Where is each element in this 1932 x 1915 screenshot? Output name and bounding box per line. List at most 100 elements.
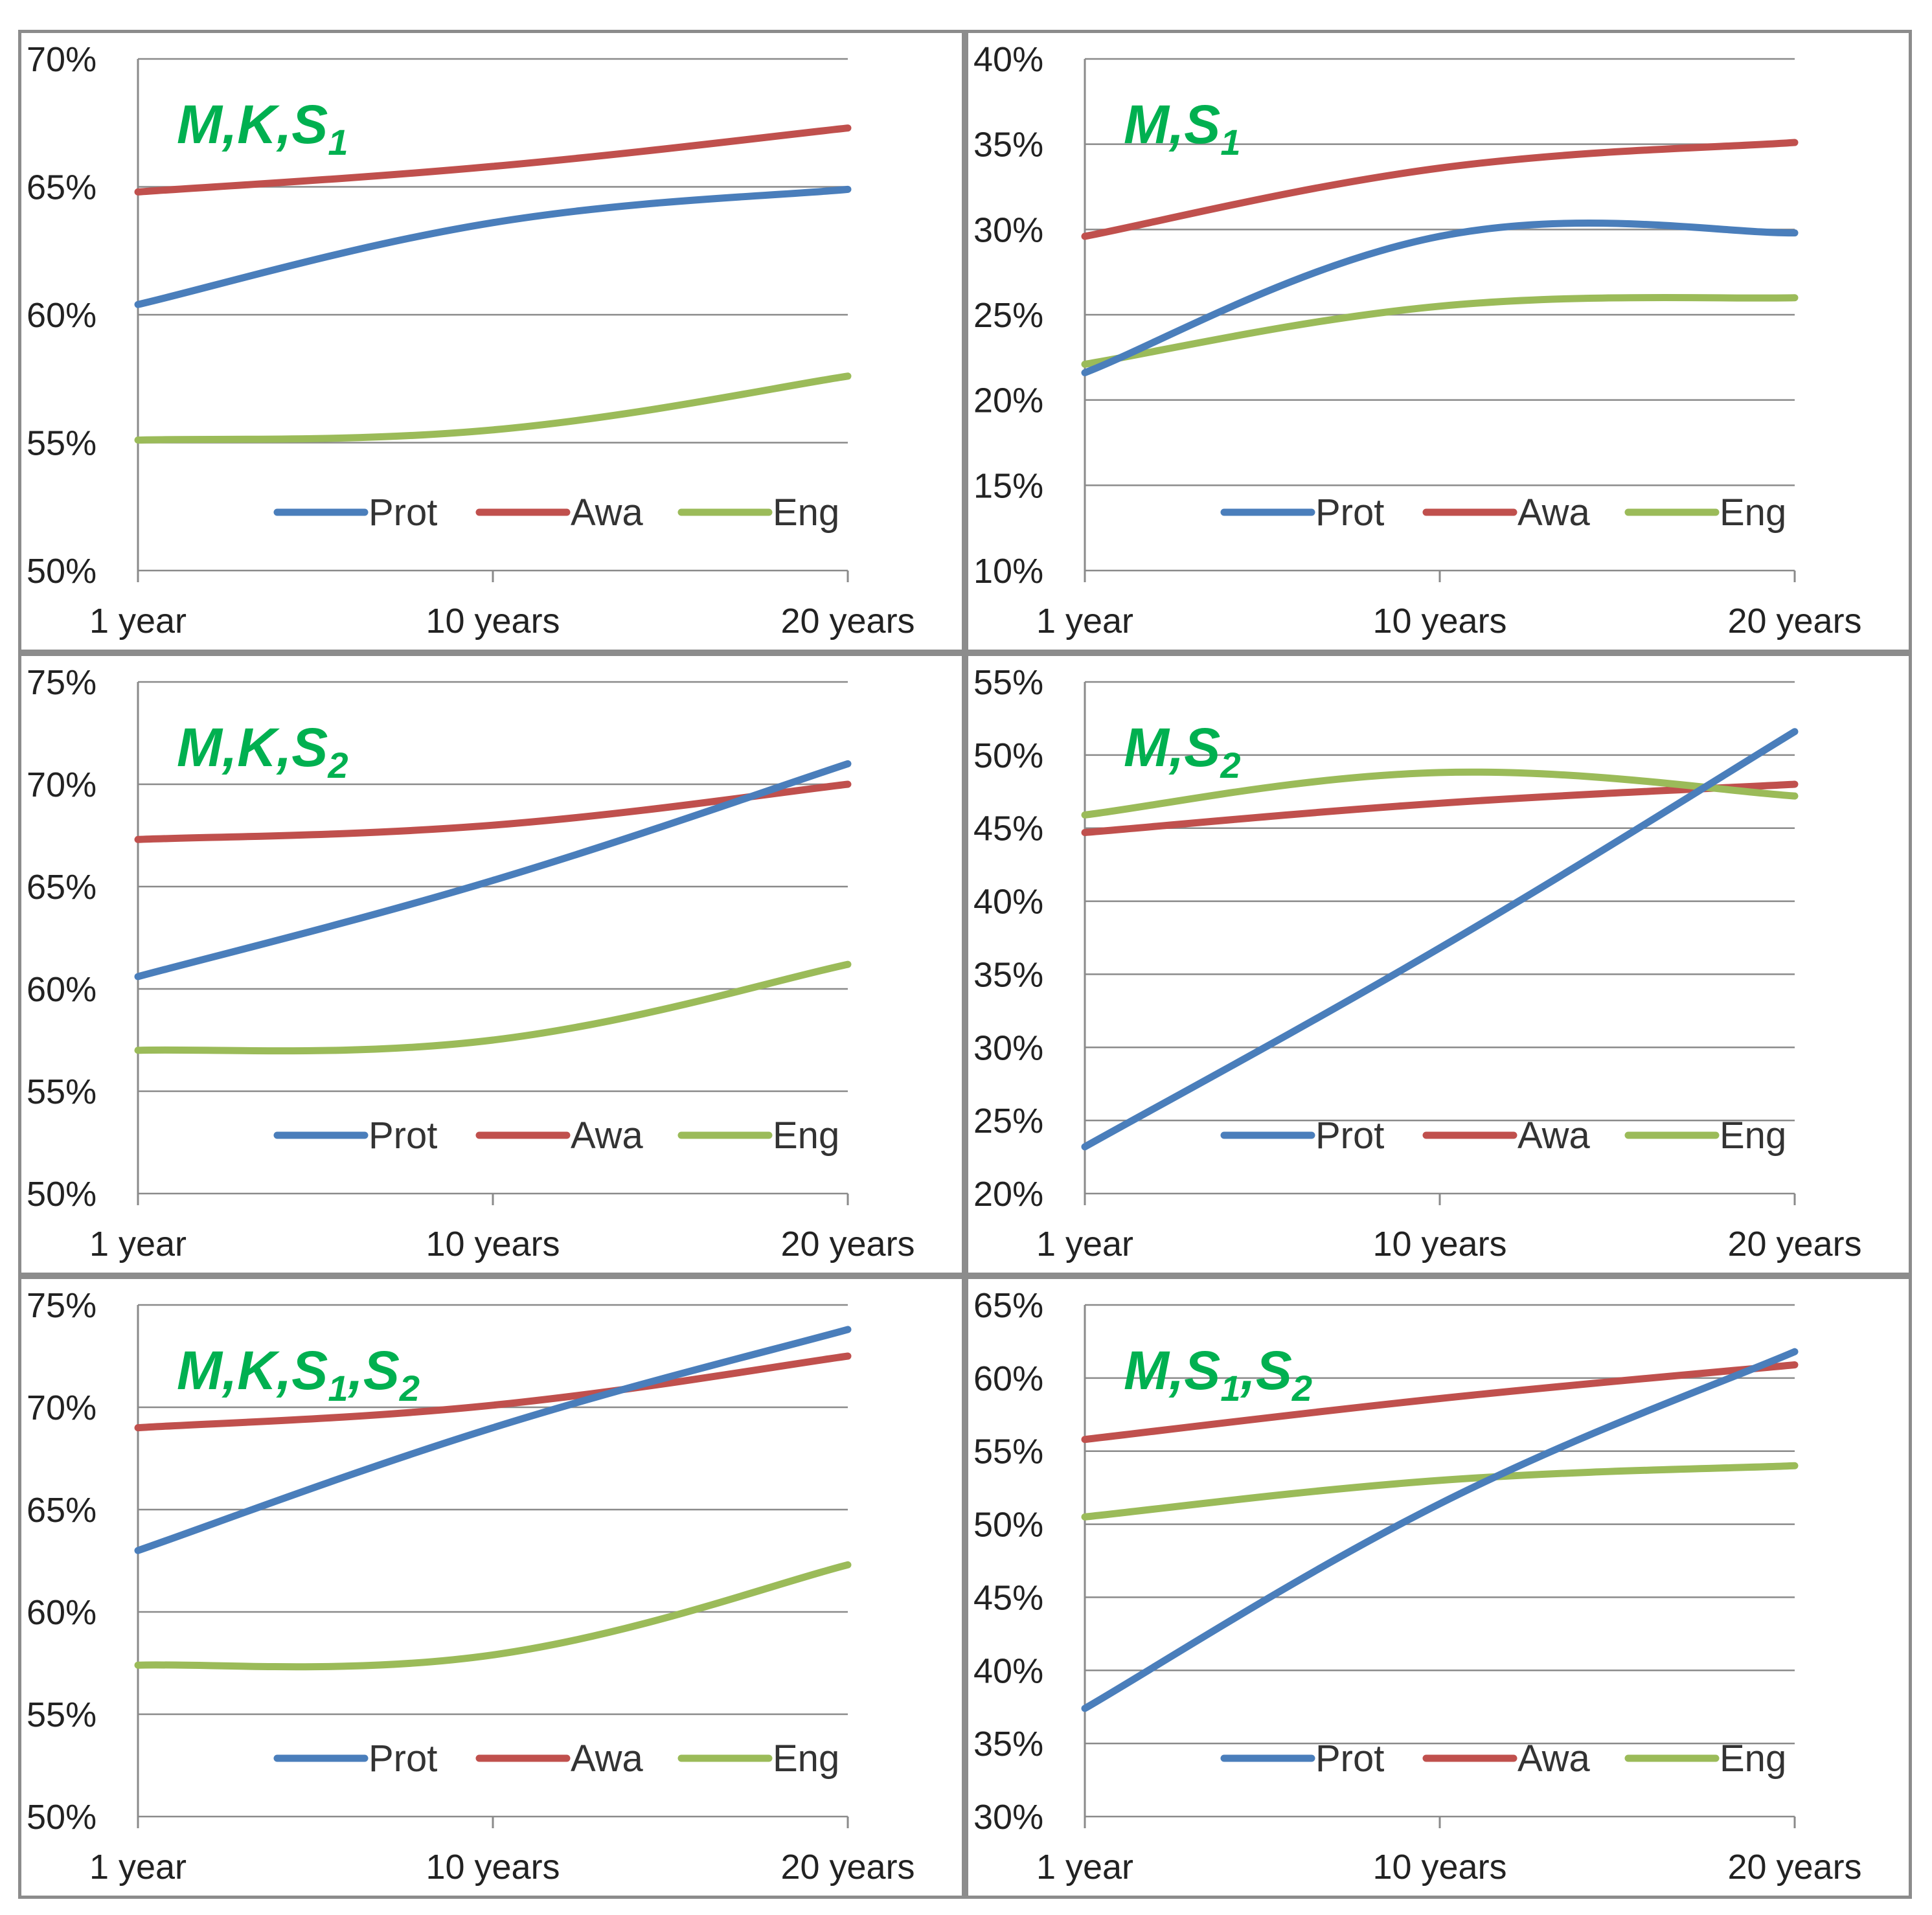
chart-panel: 50% 55% 60% 65% 70% 75% 1 year 10 years 20 years…	[18, 653, 965, 1276]
x-tick-label: 10 years	[1372, 1225, 1506, 1263]
x-tick-label: 20 years	[780, 1225, 915, 1263]
line-chart: 10% 15% 20% 25% 30% 35% 40% 1 year 10 years 20 ye…	[973, 40, 1862, 640]
x-tick-label: 10 years	[426, 602, 560, 640]
legend-label-eng: Eng	[1720, 1115, 1786, 1157]
y-tick-label: 60%	[27, 296, 97, 335]
y-tick-label: 30%	[973, 1028, 1043, 1067]
series-line-eng	[134, 960, 852, 1055]
y-tick-label: 50%	[27, 552, 97, 591]
legend-label-prot: Prot	[369, 1738, 437, 1780]
y-tick-label: 65%	[27, 868, 97, 907]
series-line-prot	[134, 760, 852, 980]
chart-panel: 50% 55% 60% 65% 70% 75% 1 year 10 years 20 years…	[18, 1276, 965, 1899]
series-line-awa	[1081, 139, 1799, 240]
legend-label-eng: Eng	[773, 492, 839, 534]
y-tick-label: 40%	[973, 1651, 1043, 1690]
legend-label-eng: Eng	[1720, 492, 1786, 534]
legend-label-awa: Awa	[1517, 1738, 1591, 1780]
y-tick-label: 35%	[973, 126, 1043, 164]
series-line-eng	[1081, 293, 1799, 368]
line-chart: 20% 25% 30% 35% 40% 45% 50% 55% 1 year 10 years 20…	[973, 663, 1862, 1263]
x-tick-label: 1 year	[1036, 602, 1133, 640]
y-tick-label: 45%	[973, 1578, 1043, 1617]
line-chart: 50% 55% 60% 65% 70% 75% 1 year 10 years 20 years…	[27, 663, 915, 1263]
y-tick-label: 55%	[27, 424, 97, 463]
y-tick-label: 40%	[973, 883, 1043, 922]
y-tick-label: 40%	[973, 40, 1043, 79]
x-tick-label: 20 years	[1727, 602, 1861, 640]
chart-panel: 50% 55% 60% 65% 70% 1 year 10 years 20 years M,K…	[18, 30, 965, 653]
x-tick-label: 10 years	[1372, 1848, 1506, 1887]
y-tick-label: 35%	[973, 955, 1043, 994]
series-line-awa	[134, 124, 852, 196]
x-tick-label: 20 years	[1727, 1848, 1861, 1887]
legend-label-awa: Awa	[571, 1115, 644, 1157]
series-line-prot	[1081, 220, 1799, 376]
chart-title: M,K,S2	[177, 717, 348, 786]
y-tick-label: 50%	[973, 736, 1043, 775]
y-tick-label: 20%	[973, 1175, 1043, 1214]
y-tick-label: 75%	[27, 663, 97, 702]
y-tick-label: 15%	[973, 466, 1043, 505]
legend-label-awa: Awa	[1517, 1115, 1591, 1157]
series-line-awa	[1081, 1361, 1799, 1444]
x-tick-label: 1 year	[1036, 1225, 1133, 1263]
y-tick-label: 60%	[973, 1359, 1043, 1398]
series-line-eng	[134, 1561, 852, 1671]
legend-label-awa: Awa	[1517, 492, 1591, 534]
legend-label-awa: Awa	[571, 1738, 644, 1780]
x-tick-label: 1 year	[89, 1848, 187, 1887]
series-line-eng	[134, 372, 852, 444]
legend-label-awa: Awa	[571, 492, 644, 534]
legend-label-prot: Prot	[369, 492, 437, 534]
series-line-prot	[134, 185, 852, 308]
legend-label-prot: Prot	[1315, 1738, 1384, 1780]
series-line-awa	[134, 1352, 852, 1432]
x-tick-label: 10 years	[426, 1848, 560, 1887]
x-tick-label: 1 year	[89, 1225, 187, 1263]
y-tick-label: 70%	[27, 40, 97, 79]
y-tick-label: 70%	[27, 765, 97, 804]
chart-title: M,S1,S2	[1124, 1340, 1312, 1409]
chart-title: M,S2	[1124, 717, 1241, 786]
x-tick-label: 20 years	[1727, 1225, 1861, 1263]
y-tick-label: 45%	[973, 810, 1043, 848]
y-tick-label: 65%	[973, 1286, 1043, 1325]
series-line-awa	[1081, 780, 1799, 836]
y-tick-label: 75%	[27, 1286, 97, 1325]
y-tick-label: 60%	[27, 970, 97, 1009]
y-tick-label: 60%	[27, 1593, 97, 1632]
chart-panel: 20% 25% 30% 35% 40% 45% 50% 55% 1 year 10 years 20…	[965, 653, 1912, 1276]
y-tick-label: 65%	[27, 168, 97, 207]
y-tick-label: 50%	[27, 1798, 97, 1837]
y-tick-label: 55%	[27, 1695, 97, 1734]
x-tick-label: 10 years	[426, 1225, 560, 1263]
legend-label-eng: Eng	[773, 1738, 839, 1780]
series-line-prot	[1081, 728, 1799, 1151]
legend-label-prot: Prot	[369, 1115, 437, 1157]
y-tick-label: 30%	[973, 1798, 1043, 1837]
x-tick-label: 20 years	[780, 602, 915, 640]
chart-title: M,K,S1,S2	[177, 1340, 420, 1409]
series-line-prot	[134, 1326, 852, 1554]
y-tick-label: 20%	[973, 381, 1043, 420]
series-line-prot	[1081, 1348, 1799, 1712]
series-line-awa	[134, 780, 852, 843]
y-tick-label: 50%	[27, 1175, 97, 1214]
y-tick-label: 30%	[973, 210, 1043, 249]
x-tick-label: 1 year	[1036, 1848, 1133, 1887]
line-chart: 30% 35% 40% 45% 50% 55% 60% 65% 1 year 10 years 20…	[973, 1286, 1862, 1887]
x-tick-label: 10 years	[1372, 602, 1506, 640]
y-tick-label: 25%	[973, 1102, 1043, 1140]
chart-grid: 50% 55% 60% 65% 70% 1 year 10 years 20 years M,K…	[18, 30, 1912, 1899]
y-tick-label: 55%	[973, 1433, 1043, 1471]
y-tick-label: 50%	[973, 1506, 1043, 1545]
line-chart: 50% 55% 60% 65% 70% 75% 1 year 10 years 20 years…	[27, 1286, 915, 1887]
legend-label-prot: Prot	[1315, 1115, 1384, 1157]
x-tick-label: 1 year	[89, 602, 187, 640]
chart-title: M,K,S1	[177, 94, 348, 163]
line-chart: 50% 55% 60% 65% 70% 1 year 10 years 20 years M,K…	[27, 40, 915, 640]
y-tick-label: 65%	[27, 1491, 97, 1530]
y-tick-label: 35%	[973, 1725, 1043, 1763]
chart-panel: 10% 15% 20% 25% 30% 35% 40% 1 year 10 years 20 ye…	[965, 30, 1912, 653]
